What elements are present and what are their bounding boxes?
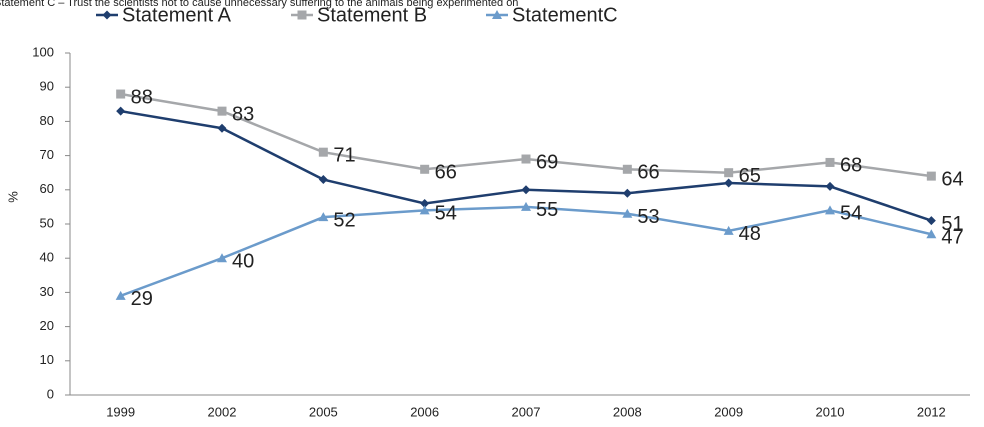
data-label: 68: [840, 155, 862, 177]
data-label: 66: [637, 162, 659, 184]
marker: [724, 178, 734, 188]
marker: [926, 171, 936, 181]
legend-label: StatementC: [512, 4, 618, 26]
marker: [102, 10, 112, 20]
x-tick-label: 2002: [208, 404, 237, 419]
y-tick-label: 30: [40, 284, 54, 299]
marker: [420, 198, 430, 208]
marker: [926, 229, 937, 239]
y-tick-label: 40: [40, 250, 54, 265]
y-tick-label: 20: [40, 318, 54, 333]
x-tick-label: 2005: [309, 404, 338, 419]
data-label: 71: [333, 144, 355, 166]
marker: [115, 290, 126, 300]
data-label: 69: [536, 151, 558, 173]
y-axis-label: %: [5, 191, 20, 203]
data-label: 88: [131, 86, 153, 108]
marker: [622, 208, 633, 218]
x-tick-label: 2008: [613, 404, 642, 419]
y-tick-label: 100: [32, 44, 54, 59]
marker: [217, 123, 227, 133]
marker: [825, 205, 835, 215]
marker: [217, 253, 227, 263]
marker: [492, 10, 502, 19]
data-label: 40: [232, 250, 254, 272]
data-label: 65: [739, 165, 761, 187]
x-tick-label: 2012: [917, 404, 946, 419]
y-tick-label: 90: [40, 79, 54, 94]
marker: [297, 10, 307, 20]
marker: [926, 216, 936, 226]
x-tick-label: 2007: [512, 404, 541, 419]
marker: [622, 164, 632, 174]
data-label: 29: [131, 288, 153, 310]
data-label: 83: [232, 103, 254, 125]
marker: [420, 164, 430, 174]
data-label: 64: [941, 168, 963, 190]
data-label: 54: [435, 203, 457, 225]
data-label: 52: [333, 209, 355, 231]
marker: [825, 157, 835, 167]
y-tick-label: 10: [40, 352, 54, 367]
y-tick-label: 70: [40, 147, 54, 162]
legend-label: Statement A: [122, 4, 232, 26]
marker: [723, 225, 734, 235]
y-tick-label: 50: [40, 215, 54, 230]
data-label: 55: [536, 199, 558, 221]
marker: [622, 188, 632, 198]
marker: [318, 212, 329, 222]
data-label: 47: [941, 227, 963, 249]
data-label: 54: [840, 203, 862, 225]
marker: [217, 106, 227, 116]
y-tick-label: 80: [40, 113, 54, 128]
marker: [318, 147, 328, 157]
x-tick-label: 2006: [410, 404, 439, 419]
data-label: 66: [435, 162, 457, 184]
marker: [521, 154, 531, 164]
marker: [116, 106, 126, 116]
y-tick-label: 0: [47, 386, 54, 401]
x-tick-label: 2009: [714, 404, 743, 419]
data-label: 51: [941, 213, 963, 235]
marker: [116, 89, 126, 99]
marker: [724, 168, 734, 178]
y-tick-label: 60: [40, 181, 54, 196]
marker: [825, 181, 835, 191]
marker: [521, 185, 531, 195]
data-label: 53: [637, 206, 659, 228]
marker: [318, 175, 328, 185]
marker: [521, 201, 531, 211]
legend-label: Statement B: [317, 4, 427, 26]
chart-subtitle: Statement C – Trust the scientists not t…: [0, 0, 518, 9]
marker: [419, 205, 430, 215]
data-label: 48: [739, 223, 761, 245]
x-tick-label: 1999: [106, 404, 135, 419]
x-tick-label: 2010: [816, 404, 845, 419]
